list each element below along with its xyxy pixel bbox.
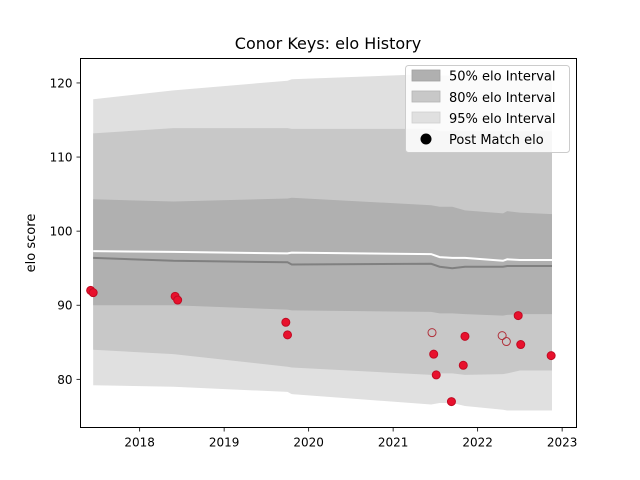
legend-swatch-95: [411, 111, 441, 124]
post-match-point: [427, 328, 437, 338]
x-tick-label: 2019: [209, 436, 240, 450]
post-match-point: [431, 370, 441, 380]
legend-label-50: 50% elo Interval: [449, 70, 556, 85]
post-match-point: [429, 349, 439, 359]
x-tick-label: 2020: [293, 436, 324, 450]
x-tick-label: 2022: [462, 436, 493, 450]
legend-label-post-match: Post Match elo: [449, 133, 544, 148]
post-match-point: [546, 351, 556, 361]
plot-frame: [80, 58, 577, 428]
post-match-points: [86, 285, 556, 407]
chart-title: Conor Keys: elo History: [235, 34, 421, 53]
y-tick-label: 120: [50, 76, 73, 90]
legend-marker-post-match: [420, 133, 432, 145]
elo-line-median: [93, 256, 552, 270]
post-match-point: [458, 360, 468, 370]
legend-swatch-80: [411, 90, 441, 103]
legend: 50% elo Interval 80% elo Interval 95% el…: [405, 65, 570, 153]
y-axis-ticks: 80 90 100 110 120: [50, 76, 81, 387]
y-tick-label: 110: [50, 151, 73, 165]
post-match-point: [283, 330, 293, 340]
post-match-point: [446, 397, 456, 407]
x-tick-label: 2018: [124, 436, 155, 450]
elo-lines: [93, 250, 552, 270]
y-tick-label: 100: [50, 225, 73, 239]
x-tick-label: 2023: [547, 436, 578, 450]
legend-label-80: 80% elo Interval: [449, 91, 556, 106]
x-axis-ticks: 2018 2019 2020 2021 2022 2023: [124, 427, 578, 450]
post-match-point: [497, 331, 507, 341]
legend-swatch-50: [411, 69, 441, 82]
post-match-point: [173, 295, 183, 305]
interval-bands: [93, 74, 552, 411]
post-match-point: [88, 288, 98, 298]
x-tick-label: 2021: [378, 436, 409, 450]
legend-box: [405, 65, 570, 153]
y-tick-label: 80: [57, 373, 72, 387]
post-match-point: [501, 337, 511, 347]
post-match-point: [513, 311, 523, 321]
legend-label-95: 95% elo Interval: [449, 112, 556, 127]
post-match-point: [460, 331, 470, 341]
band-50: [93, 197, 552, 316]
elo-line-upper: [93, 250, 552, 262]
post-match-point: [281, 317, 291, 327]
y-axis-label: elo score: [24, 214, 39, 273]
post-match-point: [516, 340, 526, 350]
y-tick-label: 90: [57, 299, 72, 313]
